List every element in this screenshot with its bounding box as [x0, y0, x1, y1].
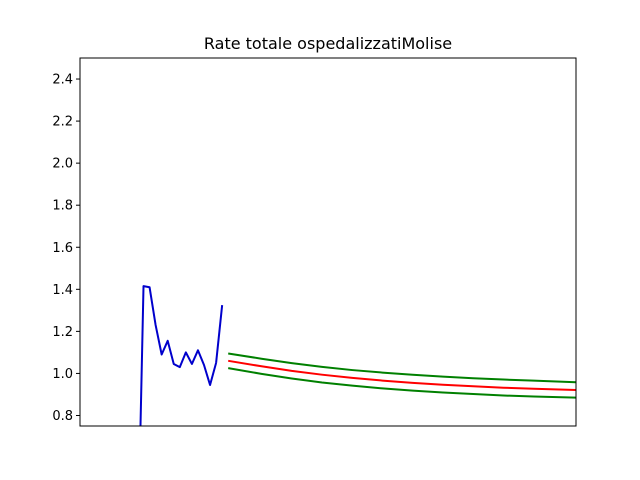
axes-frame	[79, 57, 577, 427]
series-line-3	[228, 352, 576, 384]
y-tick-label: 2.2	[52, 115, 73, 130]
series-line-1	[215, 304, 224, 364]
plot-area	[139, 285, 576, 426]
y-tick-label: 1.8	[52, 199, 73, 214]
y-tick-label: 2.0	[52, 157, 73, 172]
y-tick-label: 1.6	[52, 241, 73, 256]
series-line-4	[228, 367, 576, 399]
series-line-2	[228, 359, 576, 392]
y-tick-label: 1.4	[52, 283, 73, 298]
y-tick-label: 1.0	[52, 367, 73, 382]
series-line-0	[139, 285, 218, 426]
y-tick-label: 1.2	[52, 325, 73, 340]
y-axis: 0.8 1.0 1.2 1.4 1.6 1.8 2.0 2.2 2.4	[52, 73, 80, 424]
y-tick-label: 2.4	[52, 73, 73, 88]
y-tick-label: 0.8	[52, 409, 73, 424]
chart-title: Rate totale ospedalizzatiMolise	[204, 34, 452, 53]
